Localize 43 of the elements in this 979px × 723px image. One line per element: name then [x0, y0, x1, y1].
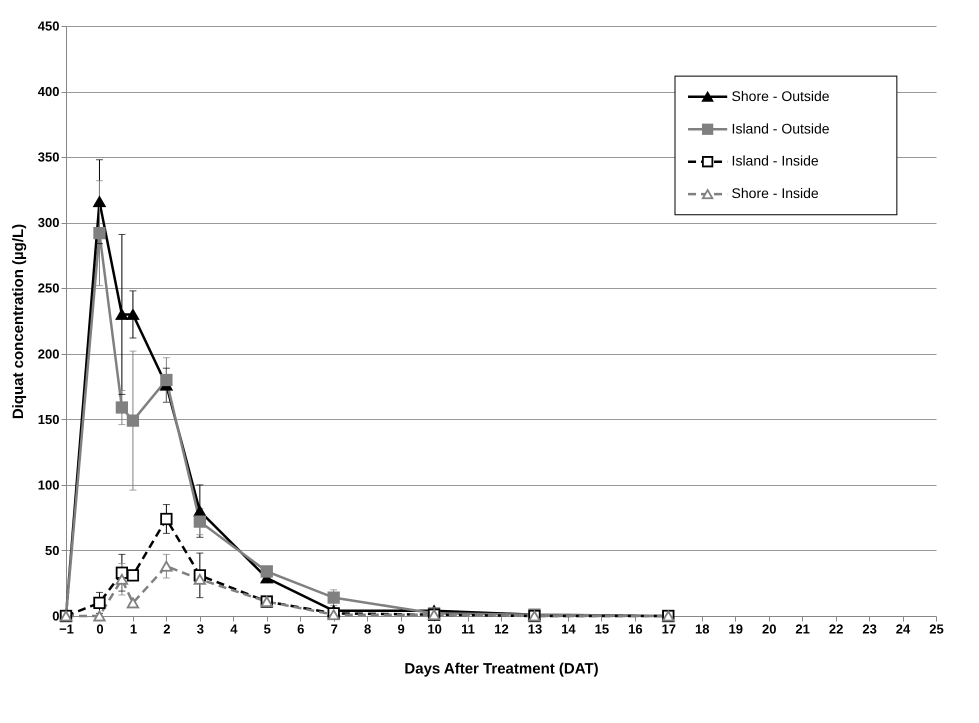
- x-tick-label: 25: [929, 622, 944, 636]
- legend-label: Island - Inside: [732, 152, 819, 169]
- x-tick-label: 1: [130, 622, 138, 636]
- x-tick-label: 22: [828, 622, 844, 636]
- x-tick-label: 11: [461, 622, 475, 636]
- y-tick-label: 200: [38, 346, 60, 362]
- x-tick-label: 3: [196, 622, 204, 636]
- x-tick-label: 4: [230, 622, 238, 636]
- x-tick-label: 16: [628, 622, 643, 636]
- x-tick-label: 20: [762, 622, 776, 636]
- x-tick-label: 7: [330, 622, 338, 636]
- y-tick-label: 450: [38, 18, 60, 34]
- x-tick-label: 17: [662, 622, 676, 636]
- x-tick-label: 19: [728, 622, 743, 636]
- x-tick-label: 2: [163, 622, 170, 636]
- legend-label: Shore - Inside: [732, 185, 819, 202]
- y-tick-label: 400: [38, 84, 60, 100]
- x-tick-label: 23: [862, 622, 877, 636]
- y-tick-label: 250: [38, 280, 60, 296]
- x-tick-label: 10: [427, 622, 442, 636]
- x-tick-label: 15: [594, 622, 610, 636]
- legend-label: Island - Outside: [732, 120, 830, 136]
- x-tick-label: 12: [494, 622, 509, 636]
- x-axis-title: Days After Treatment (DAT): [404, 660, 599, 678]
- y-tick-label: 300: [38, 215, 60, 230]
- x-tick-label: 18: [695, 622, 710, 636]
- y-tick-label: 350: [38, 150, 60, 165]
- y-axis-title: Diquat concentration (µg/L): [10, 224, 27, 420]
- x-tick-label: 21: [795, 622, 810, 636]
- y-tick-label: 150: [38, 412, 60, 427]
- x-tick-label: 9: [398, 622, 405, 636]
- y-tick-label: 100: [38, 477, 60, 492]
- x-tick-label: 5: [264, 622, 271, 636]
- x-tick-label: 14: [561, 622, 576, 636]
- x-tick-label: 13: [528, 622, 542, 636]
- x-tick-label: 0: [96, 622, 104, 636]
- x-tick-label: 6: [297, 622, 304, 636]
- y-tick-label: 0: [52, 608, 60, 624]
- x-tick-label: −1: [59, 622, 74, 636]
- y-tick-label: 50: [45, 542, 60, 558]
- x-tick-label: 24: [896, 622, 912, 636]
- legend-label: Shore - Outside: [732, 88, 830, 104]
- x-tick-label: 8: [364, 622, 372, 636]
